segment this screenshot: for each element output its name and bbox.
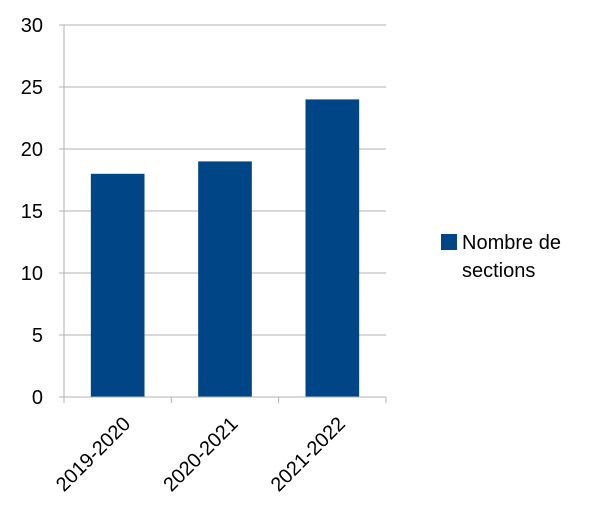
x-tick-label: 2020-2021	[159, 413, 242, 496]
x-tick-label: 2019-2020	[52, 413, 135, 496]
y-tick-label: 25	[21, 77, 43, 99]
x-tick-label: 2021-2022	[267, 413, 350, 496]
y-tick-label: 10	[21, 263, 43, 285]
legend-swatch	[441, 234, 457, 250]
y-tick-label: 30	[21, 15, 43, 37]
bar-2021-2022	[305, 99, 360, 398]
bars	[90, 99, 360, 398]
y-tick-labels: 0 5 10 15 20 25 30	[21, 15, 43, 409]
y-tick-label: 20	[21, 139, 43, 161]
y-tick-label: 15	[21, 201, 43, 223]
y-tick-label: 0	[32, 387, 43, 409]
legend-label: Nombre de sections	[462, 232, 561, 282]
axes	[59, 24, 387, 403]
bar-2020-2021	[198, 161, 252, 397]
x-tick-labels: 2019-2020 2020-2021 2021-2022	[52, 413, 350, 496]
bar-2019-2020	[90, 173, 145, 397]
y-tick-label: 5	[32, 325, 43, 347]
